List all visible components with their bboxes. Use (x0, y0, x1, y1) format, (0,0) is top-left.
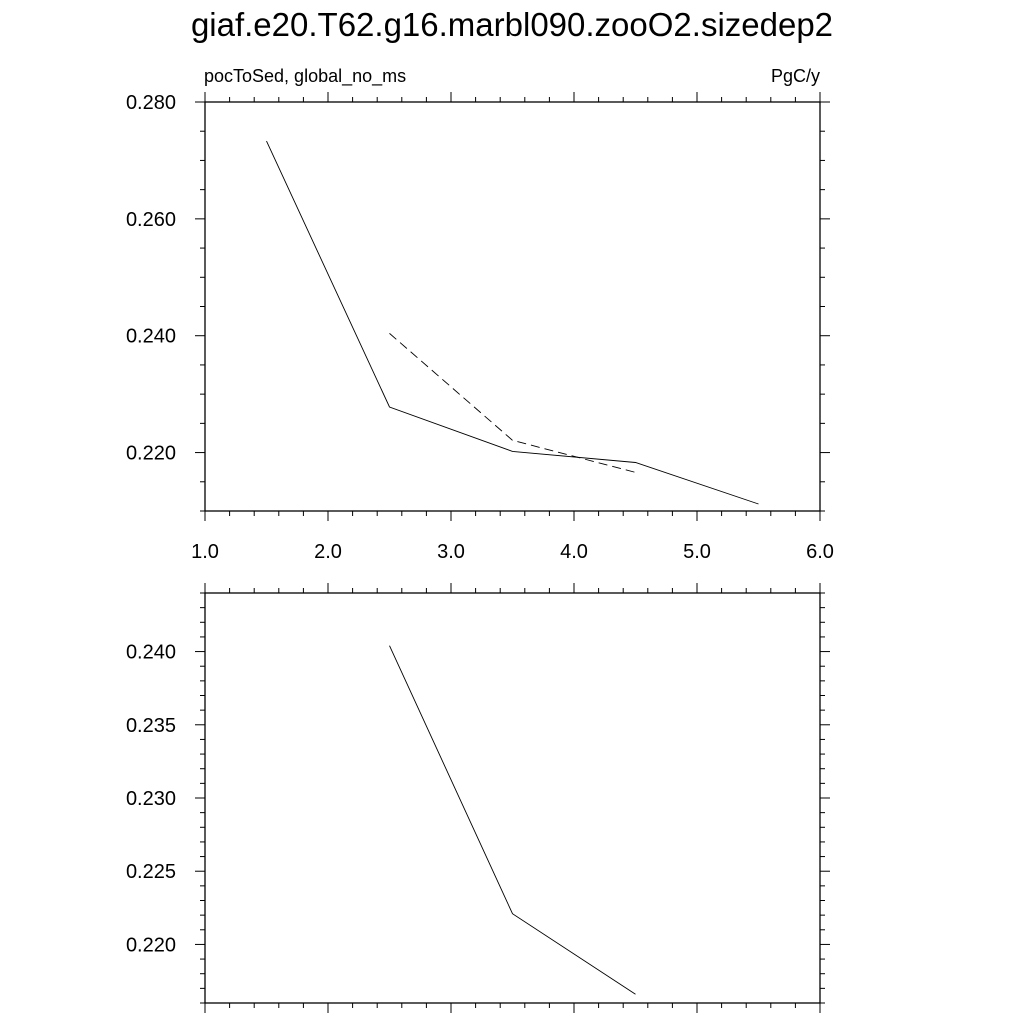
x-tick-label: 3.0 (437, 541, 465, 563)
y-tick-label: 0.230 (126, 788, 176, 810)
y-tick-label: 0.240 (126, 642, 176, 664)
series-line-solid (389, 645, 636, 995)
y-tick-label: 0.260 (126, 209, 176, 231)
x-tick-label: 5.0 (683, 541, 711, 563)
y-tick-label: 0.235 (126, 715, 176, 737)
y-tick-label: 0.225 (126, 861, 176, 883)
bottom-panel: 0.220 0.225 0.230 0.235 0.240 (126, 583, 830, 1013)
plot-frame (204, 101, 821, 512)
units-label: PgC/y (771, 66, 820, 86)
series-line-solid (266, 140, 759, 505)
y-tick-label: 0.220 (126, 934, 176, 956)
top-panel: pocToSed, global_no_ms PgC/y 0.220 0.240 0… (126, 66, 834, 563)
x-tick-label: 6.0 (806, 541, 834, 563)
x-tick-label: 2.0 (314, 541, 342, 563)
plot-frame (204, 592, 821, 1004)
y-tick-label: 0.220 (126, 443, 176, 465)
y-tick-label: 0.280 (126, 92, 176, 114)
y-tick-label: 0.240 (126, 326, 176, 348)
x-tick-label: 4.0 (560, 541, 588, 563)
series-line-dashed (389, 333, 636, 473)
chart-title: giaf.e20.T62.g16.marbl090.zooO2.sizedep2 (190, 6, 834, 43)
variable-label: pocToSed, global_no_ms (204, 66, 406, 87)
x-tick-label: 1.0 (191, 541, 219, 563)
